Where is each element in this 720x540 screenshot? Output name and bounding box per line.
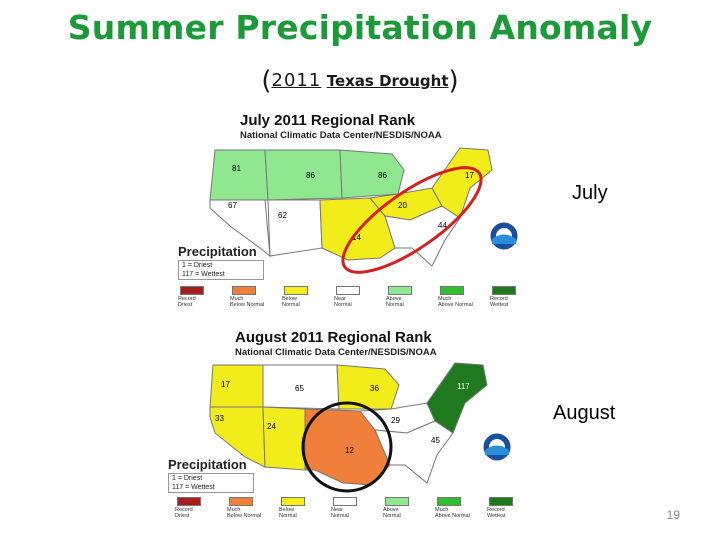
subtitle-year: 2011 (271, 70, 322, 91)
legend-label: Much Above Normal (435, 507, 470, 519)
august-rank-panel: August 2011 Regional Rank National Clima… (165, 325, 530, 525)
legend-swatch (281, 497, 305, 506)
july-highlight-ellipse (341, 166, 483, 274)
july-rank-panel: July 2011 Regional Rank National Climati… (170, 108, 530, 313)
legend-label: Much Below Normal (230, 296, 265, 308)
legend-swatch (437, 497, 461, 506)
july-legend-title: Precipitation (178, 244, 257, 259)
subtitle-close-paren: ) (448, 66, 459, 96)
legend-swatch (336, 286, 360, 295)
july-rank-label: 81 (232, 164, 241, 173)
legend-swatch (232, 286, 256, 295)
legend-label: Record Wettest (487, 507, 506, 519)
july-rank-label: 67 (228, 201, 237, 210)
july-region-northwest (209, 149, 269, 201)
slide-subtitle: (2011 Texas Drought) (0, 66, 720, 96)
subtitle-open-paren: ( (261, 66, 272, 96)
legend-label: Record Driest (175, 507, 193, 519)
august-region-southeast (374, 420, 454, 484)
july-region-southeast (384, 205, 461, 267)
legend-label: Record Wettest (490, 296, 509, 308)
august-rank-label: 29 (391, 416, 400, 425)
legend-swatch (177, 497, 201, 506)
july-rank-label: 44 (438, 221, 447, 230)
legend-swatch (229, 497, 253, 506)
july-map-source: National Climatic Data Center/NESDIS/NOA… (240, 130, 442, 141)
legend-swatch (440, 286, 464, 295)
legend-label: Record Driest (178, 296, 196, 308)
august-rank-label: 33 (215, 414, 224, 423)
august-key-wettest: 117 = Wettest (172, 484, 215, 491)
july-rank-label: 86 (378, 171, 387, 180)
subtitle-event: Texas Drought (326, 72, 449, 90)
august-region-upper-midwest (336, 364, 400, 410)
legend-swatch (284, 286, 308, 295)
legend-label: Above Normal (383, 507, 401, 519)
july-map-title: July 2011 Regional Rank (240, 112, 416, 129)
july-rank-label: 14 (352, 233, 361, 242)
august-legend-key: 1 = Driest 117 = Wettest (168, 473, 254, 493)
july-rank-label: 62 (278, 211, 287, 220)
august-rank-label: 17 (221, 380, 230, 389)
july-key-driest: 1 = Driest (182, 262, 213, 269)
august-region-northeast (426, 362, 488, 434)
july-region-upper-midwest (339, 149, 405, 199)
august-us-map: 17 65 36 117 33 24 29 45 12 (209, 362, 512, 493)
july-region-southwest (267, 199, 323, 257)
august-legend-swatches: Record Driest Much Below Normal Below Norma… (175, 497, 527, 523)
august-map-title: August 2011 Regional Rank (235, 329, 432, 346)
july-legend-key: 1 = Driest 117 = Wettest (178, 260, 264, 280)
august-region-southwest (262, 406, 306, 471)
august-region-northwest (209, 364, 264, 408)
july-legend-swatches: Record Driest Much Below Normal Below Norma… (178, 286, 530, 312)
august-legend-title: Precipitation (168, 457, 247, 472)
july-key-wettest: 117 = Wettest (182, 271, 225, 278)
legend-label: Below Normal (279, 507, 297, 519)
legend-swatch (388, 286, 412, 295)
legend-label: Above Normal (386, 296, 404, 308)
july-region-northern-rockies (264, 149, 343, 201)
legend-label: Much Above Normal (438, 296, 473, 308)
july-rank-label: 86 (306, 171, 315, 180)
august-rank-label: 65 (295, 384, 304, 393)
legend-label: Near Normal (334, 296, 352, 308)
legend-label: Near Normal (331, 507, 349, 519)
july-rank-label: 20 (398, 201, 407, 210)
august-rank-label: 117 (457, 382, 470, 391)
july-us-map: 81 86 86 17 67 62 20 14 44 (209, 147, 519, 274)
august-highlight-circle (301, 401, 393, 493)
slide-title: Summer Precipitation Anomaly (67, 8, 653, 47)
legend-label: Much Below Normal (227, 507, 262, 519)
legend-swatch (489, 497, 513, 506)
august-key-driest: 1 = Driest (172, 475, 203, 482)
legend-swatch (492, 286, 516, 295)
legend-label: Below Normal (282, 296, 300, 308)
august-label: August (553, 402, 616, 424)
legend-swatch (385, 497, 409, 506)
page-number: 19 (666, 508, 680, 522)
legend-swatch (180, 286, 204, 295)
august-rank-label: 45 (431, 436, 440, 445)
july-label: July (572, 182, 608, 204)
july-rank-label: 17 (465, 171, 474, 180)
august-map-source: National Climatic Data Center/NESDIS/NOA… (235, 347, 437, 358)
legend-swatch (333, 497, 357, 506)
august-rank-label: 24 (267, 422, 276, 431)
august-rank-label: 36 (370, 384, 379, 393)
august-rank-label: 12 (345, 446, 354, 455)
